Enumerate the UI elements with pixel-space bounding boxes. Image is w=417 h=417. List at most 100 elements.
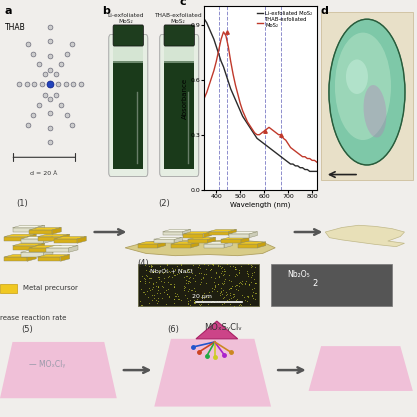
Point (142, 262, 149, 269)
Point (248, 262, 255, 269)
Point (211, 286, 217, 293)
Polygon shape (258, 242, 266, 248)
Point (231, 302, 237, 309)
Point (190, 298, 197, 305)
Point (218, 289, 225, 296)
Point (176, 270, 182, 276)
Polygon shape (21, 236, 53, 239)
Point (171, 290, 178, 297)
Point (226, 263, 233, 269)
Point (172, 266, 179, 273)
Point (248, 273, 254, 280)
Point (162, 300, 169, 307)
Point (233, 297, 239, 304)
Point (232, 264, 239, 271)
Point (156, 267, 162, 274)
Point (232, 264, 239, 270)
Point (173, 271, 180, 277)
Point (226, 289, 233, 296)
Point (219, 290, 226, 297)
Point (241, 297, 248, 304)
Point (236, 302, 242, 309)
Polygon shape (163, 231, 183, 235)
Polygon shape (35, 225, 45, 232)
Point (204, 301, 211, 307)
Point (155, 286, 161, 293)
Text: 20 μm: 20 μm (192, 294, 212, 299)
Point (238, 302, 245, 309)
Point (228, 295, 234, 302)
Point (203, 266, 209, 272)
Point (229, 282, 235, 289)
Polygon shape (29, 246, 61, 248)
Polygon shape (183, 232, 211, 234)
Point (211, 283, 218, 290)
Point (220, 294, 226, 301)
Point (166, 269, 173, 275)
Point (146, 300, 153, 306)
Point (187, 296, 193, 303)
Point (138, 286, 145, 292)
Polygon shape (29, 248, 52, 252)
Point (175, 296, 182, 303)
Point (161, 288, 168, 295)
Point (149, 281, 156, 288)
Point (244, 269, 250, 276)
Point (165, 274, 171, 281)
Point (247, 261, 254, 268)
Point (216, 298, 223, 305)
Point (184, 267, 191, 274)
Point (233, 266, 239, 272)
Point (154, 283, 161, 289)
Point (197, 281, 203, 288)
Point (231, 293, 237, 299)
Point (201, 289, 208, 296)
Polygon shape (158, 242, 166, 248)
Point (197, 302, 203, 309)
Point (141, 275, 147, 281)
Point (189, 274, 196, 281)
Text: rease reaction rate: rease reaction rate (0, 315, 66, 321)
Point (251, 276, 257, 282)
Point (225, 296, 232, 302)
Point (181, 274, 187, 281)
Polygon shape (69, 246, 78, 252)
Point (231, 266, 238, 273)
Point (208, 261, 215, 268)
Point (198, 301, 205, 308)
Point (211, 283, 218, 290)
Point (156, 274, 162, 281)
Point (144, 272, 151, 279)
Polygon shape (13, 228, 35, 232)
Point (243, 268, 250, 274)
Point (173, 293, 180, 299)
Point (244, 261, 251, 268)
Polygon shape (60, 234, 70, 241)
Polygon shape (163, 229, 191, 231)
Polygon shape (241, 237, 249, 243)
Polygon shape (52, 227, 61, 234)
FancyBboxPatch shape (113, 25, 143, 46)
Point (140, 289, 147, 296)
Point (150, 269, 156, 276)
Polygon shape (46, 248, 69, 252)
Point (186, 301, 193, 308)
Point (147, 263, 154, 269)
Polygon shape (221, 239, 241, 243)
Point (166, 268, 172, 274)
Point (175, 295, 182, 302)
Point (241, 293, 247, 300)
Point (245, 294, 251, 301)
Point (200, 299, 206, 305)
Point (155, 297, 162, 304)
Point (197, 294, 204, 300)
Y-axis label: Absorbance: Absorbance (181, 78, 188, 118)
Point (146, 274, 153, 281)
Point (205, 261, 211, 268)
Point (223, 292, 229, 299)
Point (184, 266, 191, 272)
Text: THAB-exfoliated
MoS₂: THAB-exfoliated MoS₂ (154, 13, 202, 24)
Point (181, 282, 187, 289)
Point (226, 271, 232, 278)
Polygon shape (183, 229, 191, 235)
